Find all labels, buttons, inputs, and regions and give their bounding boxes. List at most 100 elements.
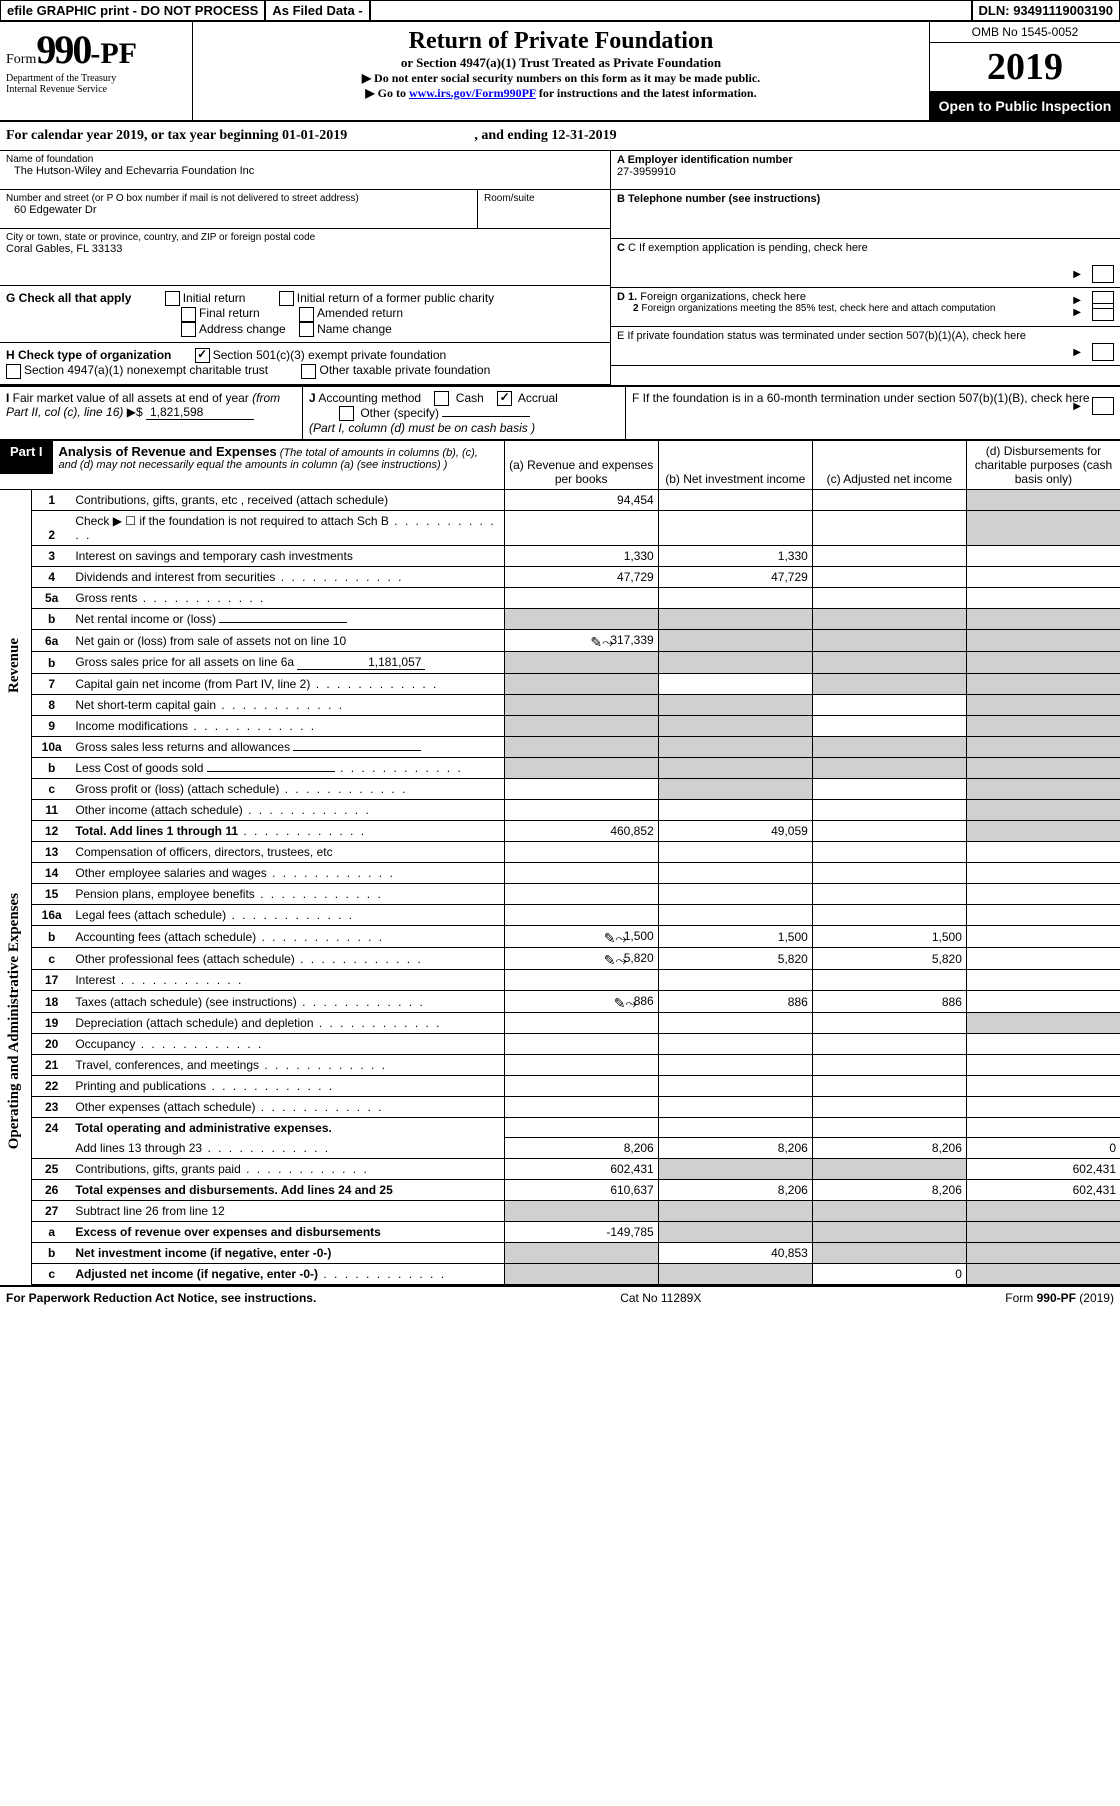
line-desc: Net investment income (if negative, ente… — [71, 1243, 504, 1264]
line-desc: Legal fees (attach schedule) — [71, 905, 504, 926]
entity-info: Name of foundation The Hutson-Wiley and … — [0, 151, 1120, 387]
table-row: Revenue1Contributions, gifts, grants, et… — [0, 490, 1120, 511]
col-c-header: (c) Adjusted net income — [812, 441, 966, 490]
attachment-icon[interactable]: ✎⤳ — [590, 634, 610, 648]
chk-amended-return[interactable] — [299, 307, 314, 322]
table-row: 19Depreciation (attach schedule) and dep… — [0, 1012, 1120, 1033]
city-label: City or town, state or province, country… — [6, 232, 604, 243]
header-center: Return of Private Foundation or Section … — [193, 22, 930, 120]
chk-507b1b[interactable] — [1092, 397, 1114, 415]
ein-value: 27-3959910 — [617, 166, 1114, 178]
g-label: G Check all that apply — [6, 291, 131, 305]
amount-cell — [658, 969, 812, 990]
amount-cell — [966, 1054, 1120, 1075]
amount-cell — [658, 1117, 812, 1138]
chk-other-taxable[interactable] — [301, 364, 316, 379]
table-row: 11Other income (attach schedule) — [0, 800, 1120, 821]
amount-cell — [658, 905, 812, 926]
chk-final-return[interactable] — [181, 307, 196, 322]
amount-cell — [966, 1117, 1120, 1138]
amount-cell — [658, 1201, 812, 1222]
amount-cell — [658, 1033, 812, 1054]
table-row: 15Pension plans, employee benefits — [0, 884, 1120, 905]
amount-cell — [812, 511, 966, 546]
chk-address-change[interactable] — [181, 322, 196, 337]
amount-cell — [966, 1033, 1120, 1054]
line-number: 3 — [32, 546, 72, 567]
amount-cell — [658, 695, 812, 716]
table-row: 25Contributions, gifts, grants paid602,4… — [0, 1159, 1120, 1180]
attachment-icon[interactable]: ✎⤳ — [604, 930, 624, 944]
amount-cell — [504, 969, 658, 990]
amount-cell — [812, 716, 966, 737]
table-row: Add lines 13 through 238,2068,2068,2060 — [0, 1138, 1120, 1159]
foundation-name: The Hutson-Wiley and Echevarria Foundati… — [6, 165, 604, 177]
amount-cell — [504, 737, 658, 758]
line-number: b — [32, 926, 72, 948]
year-end: 12-31-2019 — [551, 128, 616, 143]
table-row: 8Net short-term capital gain — [0, 695, 1120, 716]
line-desc: Net short-term capital gain — [71, 695, 504, 716]
amount-cell — [966, 1201, 1120, 1222]
amount-cell — [658, 716, 812, 737]
table-row: 2Check ▶ ☐ if the foundation is not requ… — [0, 511, 1120, 546]
line-desc: Pension plans, employee benefits — [71, 884, 504, 905]
chk-4947[interactable] — [6, 364, 21, 379]
h-4947-label: Section 4947(a)(1) nonexempt charitable … — [24, 363, 268, 377]
amount-cell — [504, 695, 658, 716]
line-desc: Gross sales less returns and allowances — [71, 737, 504, 758]
amount-cell: 0 — [812, 1264, 966, 1285]
amount-cell — [504, 1201, 658, 1222]
amount-cell: 602,431 — [966, 1159, 1120, 1180]
attachment-icon[interactable]: ✎⤳ — [614, 995, 634, 1009]
amount-cell — [812, 588, 966, 609]
table-row: 21Travel, conferences, and meetings — [0, 1054, 1120, 1075]
line-desc: Gross profit or (loss) (attach schedule) — [71, 779, 504, 800]
j-accrual-label: Accrual — [518, 391, 558, 405]
chk-initial-return[interactable] — [165, 291, 180, 306]
chk-cash[interactable] — [434, 391, 449, 406]
irs-link[interactable]: www.irs.gov/Form990PF — [409, 86, 536, 100]
line-number: 23 — [32, 1096, 72, 1117]
amount-cell — [658, 609, 812, 630]
amount-cell — [966, 695, 1120, 716]
chk-initial-former[interactable] — [279, 291, 294, 306]
dln: DLN: 93491119003190 — [972, 0, 1120, 21]
amount-cell: 94,454 — [504, 490, 658, 511]
amount-cell — [812, 1075, 966, 1096]
amount-cell — [966, 758, 1120, 779]
phone-label: B Telephone number (see instructions) — [617, 193, 820, 205]
table-row: 10aGross sales less returns and allowanc… — [0, 737, 1120, 758]
chk-507b1a[interactable] — [1092, 343, 1114, 361]
amount-cell — [658, 1096, 812, 1117]
j-cash-label: Cash — [456, 391, 484, 405]
table-row: aExcess of revenue over expenses and dis… — [0, 1222, 1120, 1243]
amount-cell — [812, 630, 966, 652]
open-inspection: Open to Public Inspection — [930, 92, 1120, 120]
chk-501c3[interactable] — [195, 348, 210, 363]
amount-cell — [966, 990, 1120, 1012]
line-number: 1 — [32, 490, 72, 511]
chk-name-change[interactable] — [299, 322, 314, 337]
chk-accrual[interactable] — [497, 391, 512, 406]
amount-cell — [966, 652, 1120, 674]
line-desc: Other professional fees (attach schedule… — [71, 947, 504, 969]
amount-cell: 5,820 — [812, 947, 966, 969]
attachment-icon[interactable]: ✎⤳ — [604, 952, 624, 966]
chk-other-method[interactable] — [339, 406, 354, 421]
amount-cell: 0 — [966, 1138, 1120, 1159]
city-value: Coral Gables, FL 33133 — [6, 243, 604, 255]
line-desc: Less Cost of goods sold — [71, 758, 504, 779]
info-left: Name of foundation The Hutson-Wiley and … — [0, 151, 610, 385]
line-number: 5a — [32, 588, 72, 609]
line-number: a — [32, 1222, 72, 1243]
amount-cell — [966, 1222, 1120, 1243]
ein-cell: A Employer identification number 27-3959… — [611, 151, 1120, 190]
col-a-header: (a) Revenue and expenses per books — [504, 441, 658, 490]
amount-cell — [812, 652, 966, 674]
chk-85pct[interactable] — [1092, 303, 1114, 321]
c-cell: C C If exemption application is pending,… — [611, 239, 1120, 288]
amount-cell — [966, 609, 1120, 630]
chk-exemption-pending[interactable] — [1092, 265, 1114, 283]
amount-cell — [966, 546, 1120, 567]
